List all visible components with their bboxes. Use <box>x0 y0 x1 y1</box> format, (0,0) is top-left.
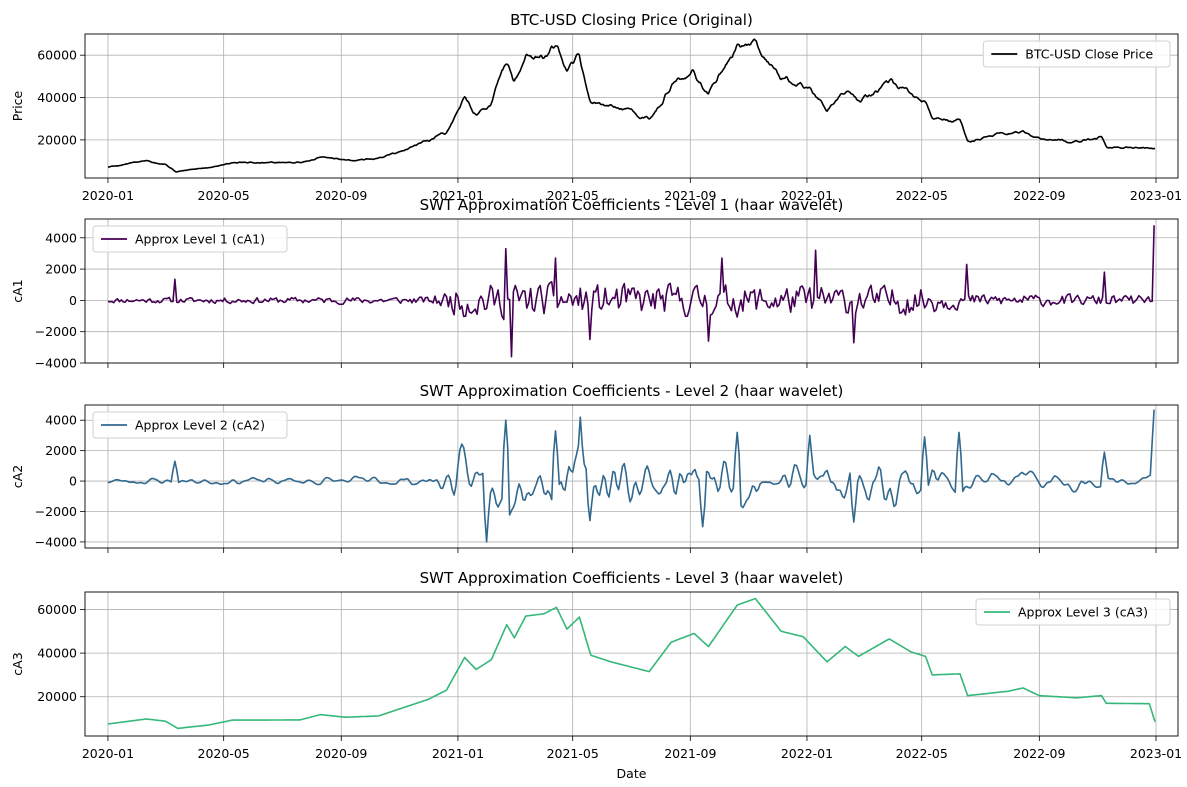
x-tick-label: 2020-09 <box>315 746 367 761</box>
x-tick-label: 2021-01 <box>432 188 484 203</box>
x-tick-label: 2020-09 <box>315 188 367 203</box>
legend-label: Approx Level 2 (cA2) <box>135 418 265 433</box>
series-line <box>107 409 1155 543</box>
y-tick-label: 0 <box>69 293 77 308</box>
series-line <box>107 38 1156 173</box>
x-tick-label: 2020-05 <box>198 188 250 203</box>
y-tick-label: −4000 <box>35 356 77 371</box>
x-tick-label: 2022-01 <box>781 188 833 203</box>
y-tick-label: −2000 <box>35 324 77 339</box>
y-tick-label: 4000 <box>45 413 77 428</box>
x-tick-label: 2022-09 <box>1013 746 1065 761</box>
y-tick-label: −4000 <box>35 534 77 549</box>
axes-frame <box>84 404 1179 549</box>
axes-frame <box>84 33 1179 179</box>
subplot-2: SWT Approximation Coefficients - Level 1… <box>10 196 1179 371</box>
y-tick-label: 60000 <box>37 48 77 63</box>
x-tick-label: 2021-09 <box>664 746 716 761</box>
y-tick-label: 2000 <box>45 262 77 277</box>
legend-box <box>92 225 288 253</box>
legend-box <box>982 40 1171 68</box>
y-tick-label: 40000 <box>37 90 77 105</box>
subplot-4: SWT Approximation Coefficients - Level 3… <box>10 569 1182 781</box>
y-tick-label: 0 <box>69 474 77 489</box>
x-tick-label: 2022-05 <box>896 188 948 203</box>
x-tick-label: 2020-05 <box>198 746 250 761</box>
subplot-3: SWT Approximation Coefficients - Level 2… <box>10 382 1179 553</box>
legend-label: BTC-USD Close Price <box>1025 47 1153 62</box>
y-tick-label: 60000 <box>37 602 77 617</box>
subplot-title: SWT Approximation Coefficients - Level 3… <box>420 569 844 587</box>
y-tick-label: −2000 <box>35 504 77 519</box>
y-axis-label: cA3 <box>10 652 25 675</box>
x-tick-label: 2020-01 <box>82 746 134 761</box>
x-axis-label: Date <box>617 766 647 781</box>
y-tick-label: 20000 <box>37 689 77 704</box>
y-tick-label: 40000 <box>37 646 77 661</box>
x-tick-label: 2021-09 <box>664 188 716 203</box>
x-tick-label: 2023-01 <box>1130 188 1182 203</box>
series-line <box>107 225 1155 358</box>
legend: Approx Level 2 (cA2) <box>92 411 288 439</box>
x-tick-label: 2021-05 <box>547 188 599 203</box>
subplot-title: SWT Approximation Coefficients - Level 2… <box>420 382 844 400</box>
y-tick-label: 2000 <box>45 443 77 458</box>
x-tick-label: 2022-09 <box>1013 188 1065 203</box>
legend-label: Approx Level 1 (cA1) <box>135 232 265 247</box>
x-tick-label: 2023-01 <box>1130 746 1182 761</box>
subplot-1: BTC-USD Closing Price (Original) 2020-01 2… <box>10 11 1182 203</box>
y-tick-label: 4000 <box>45 230 77 245</box>
x-tick-label: 2022-05 <box>896 746 948 761</box>
y-tick-label: 20000 <box>37 132 77 147</box>
series-line <box>107 597 1156 730</box>
subplot-title: SWT Approximation Coefficients - Level 1… <box>420 196 844 214</box>
axes-frame <box>84 218 1179 364</box>
legend: BTC-USD Close Price <box>982 40 1171 68</box>
legend: Approx Level 3 (cA3) <box>975 598 1171 626</box>
legend-box <box>975 598 1171 626</box>
x-tick-label: 2021-05 <box>547 746 599 761</box>
legend: Approx Level 1 (cA1) <box>92 225 288 253</box>
legend-label: Approx Level 3 (cA3) <box>1018 605 1148 620</box>
x-tick-label: 2020-01 <box>82 188 134 203</box>
x-tick-label: 2022-01 <box>781 746 833 761</box>
subplot-title: BTC-USD Closing Price (Original) <box>510 11 753 29</box>
axes-frame <box>84 591 1179 737</box>
y-axis-label: cA2 <box>10 465 25 488</box>
x-tick-label: 2021-01 <box>432 746 484 761</box>
y-axis-label: Price <box>10 90 25 121</box>
legend-box <box>92 411 288 439</box>
y-axis-label: cA1 <box>10 279 25 302</box>
